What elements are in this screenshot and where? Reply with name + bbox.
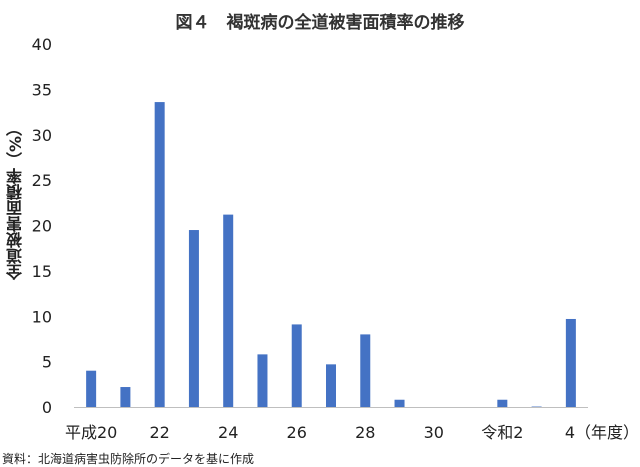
y-tick-label: 30: [32, 126, 52, 145]
x-tick-label: 28: [355, 423, 375, 442]
y-tick-label: 10: [32, 307, 52, 326]
y-tick-label: 25: [32, 171, 52, 190]
y-tick-label: 40: [32, 35, 52, 54]
y-axis-ticks: 0 5 10 15 20 25 30 35 40: [32, 35, 52, 417]
bar: [188, 230, 199, 407]
bar: [497, 399, 508, 407]
bar: [154, 102, 165, 407]
bar: [291, 324, 302, 407]
bar: [257, 354, 268, 407]
x-tick-label: 26: [287, 423, 307, 442]
y-tick-label: 0: [42, 398, 52, 417]
y-tick-label: 5: [42, 353, 52, 372]
bar: [360, 334, 371, 407]
bar: [223, 214, 234, 407]
bar: [326, 364, 336, 407]
source-note: 資料：北海道病害虫防除所のデータを基に作成: [2, 452, 255, 466]
x-tick-label: 平成20: [65, 423, 117, 442]
bar: [565, 318, 576, 407]
bars: [86, 102, 576, 407]
x-tick-label: 4（年度）: [565, 423, 639, 442]
x-tick-label: 24: [218, 423, 238, 442]
chart-title: 図４ 褐斑病の全道被害面積率の推移: [175, 13, 465, 33]
y-tick-label: 15: [32, 262, 52, 281]
x-tick-label: 令和2: [481, 423, 523, 442]
bar: [86, 370, 97, 407]
x-tick-label: 22: [149, 423, 169, 442]
x-axis-ticks: 平成20 22 24 26 28 30 令和2 4（年度）: [65, 423, 639, 442]
y-tick-label: 20: [32, 217, 52, 236]
bar: [394, 399, 405, 407]
bar: [120, 387, 131, 407]
x-tick-label: 30: [424, 423, 444, 442]
y-tick-label: 35: [32, 80, 52, 99]
